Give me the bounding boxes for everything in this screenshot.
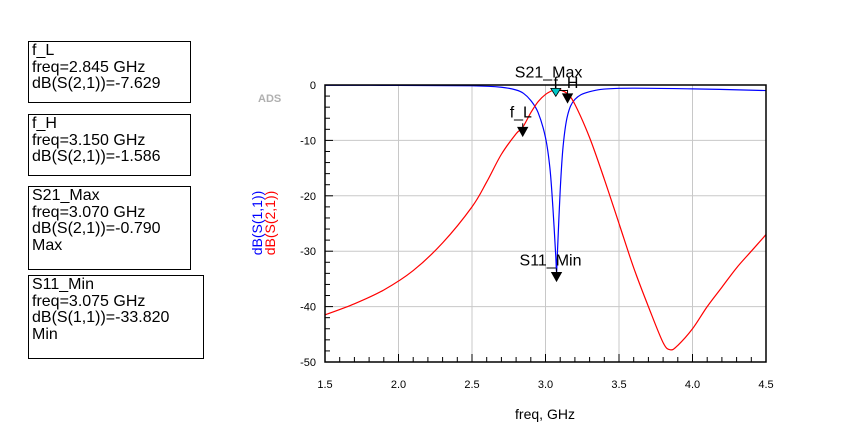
y-tick-label: -40 — [300, 302, 316, 314]
marker-box-s21-max: S21_Max freq=3.070 GHz dB(S(2,1))=-0.790… — [28, 186, 191, 270]
marker-mode: Min — [32, 325, 58, 343]
marker-value: dB(S(2,1))=-0.790 — [32, 220, 161, 237]
marker-value: dB(S(2,1))=-1.586 — [32, 148, 161, 165]
marker-triangle-s11-min — [550, 271, 563, 283]
ads-logo-text: ADS — [258, 93, 281, 105]
marker-label-f-l: f_L — [510, 104, 532, 121]
marker-triangle-f-h — [561, 93, 574, 104]
marker-value: dB(S(2,1))=-7.629 — [32, 75, 161, 92]
marker-box-f-h: f_H freq=3.150 GHz dB(S(2,1))=-1.586 — [28, 114, 191, 176]
y-axis-title-s21: dB(S(2,1)) — [262, 191, 278, 256]
marker-freq: freq=3.075 GHz — [32, 292, 146, 310]
marker-name: f_L — [32, 42, 55, 59]
marker-triangle-s21-max — [550, 87, 562, 98]
marker-freq: freq=3.150 GHz — [32, 131, 146, 149]
marker-value: dB(S(1,1))=-33.820 — [32, 309, 170, 326]
marker-name: S11_Min — [32, 276, 94, 293]
marker-label-s21-max: S21_Max — [515, 64, 583, 81]
y-tick-label: -50 — [300, 357, 316, 369]
marker-box-f-l: f_L freq=2.845 GHz dB(S(2,1))=-7.629 — [28, 41, 191, 103]
x-axis-title: freq, GHz — [515, 406, 575, 422]
y-tick-label: -10 — [300, 135, 316, 147]
marker-name: S21_Max — [32, 187, 100, 204]
x-tick-label: 4.5 — [758, 379, 773, 391]
y-tick-label: -20 — [300, 191, 316, 203]
marker-box-s11-min: S11_Min freq=3.075 GHz dB(S(1,1))=-33.82… — [28, 275, 204, 359]
series-line-s11 — [325, 85, 766, 273]
marker-freq: freq=2.845 GHz — [32, 58, 146, 76]
y-tick-label: -30 — [300, 246, 316, 258]
grid — [324, 84, 767, 363]
x-tick-label: 2.0 — [391, 379, 406, 391]
marker-name: f_H — [32, 115, 57, 132]
marker-label-f-h: f_H — [554, 75, 579, 92]
y-tick-label: 0 — [310, 80, 316, 92]
x-tick-label: 3.5 — [611, 379, 626, 391]
x-tick-label: 3.0 — [538, 379, 553, 391]
y-axis-title-s11: dB(S(1,1)) — [249, 191, 265, 256]
series-line-s21 — [325, 88, 766, 351]
marker-freq: freq=3.070 GHz — [32, 203, 146, 221]
marker-mode: Max — [32, 236, 63, 254]
x-tick-label: 2.5 — [464, 379, 479, 391]
series-group — [325, 85, 766, 351]
tick-group: 1.5 2.0 2.5 3.0 3.5 4.0 4.5 0 -10 -20 -30 -40 -50 — [300, 80, 774, 391]
marker-label-s11-min: S11_Min — [520, 252, 582, 269]
x-tick-label: 1.5 — [317, 379, 332, 391]
x-tick-label: 4.0 — [685, 379, 700, 391]
marker-triangle-f-l — [517, 126, 529, 138]
